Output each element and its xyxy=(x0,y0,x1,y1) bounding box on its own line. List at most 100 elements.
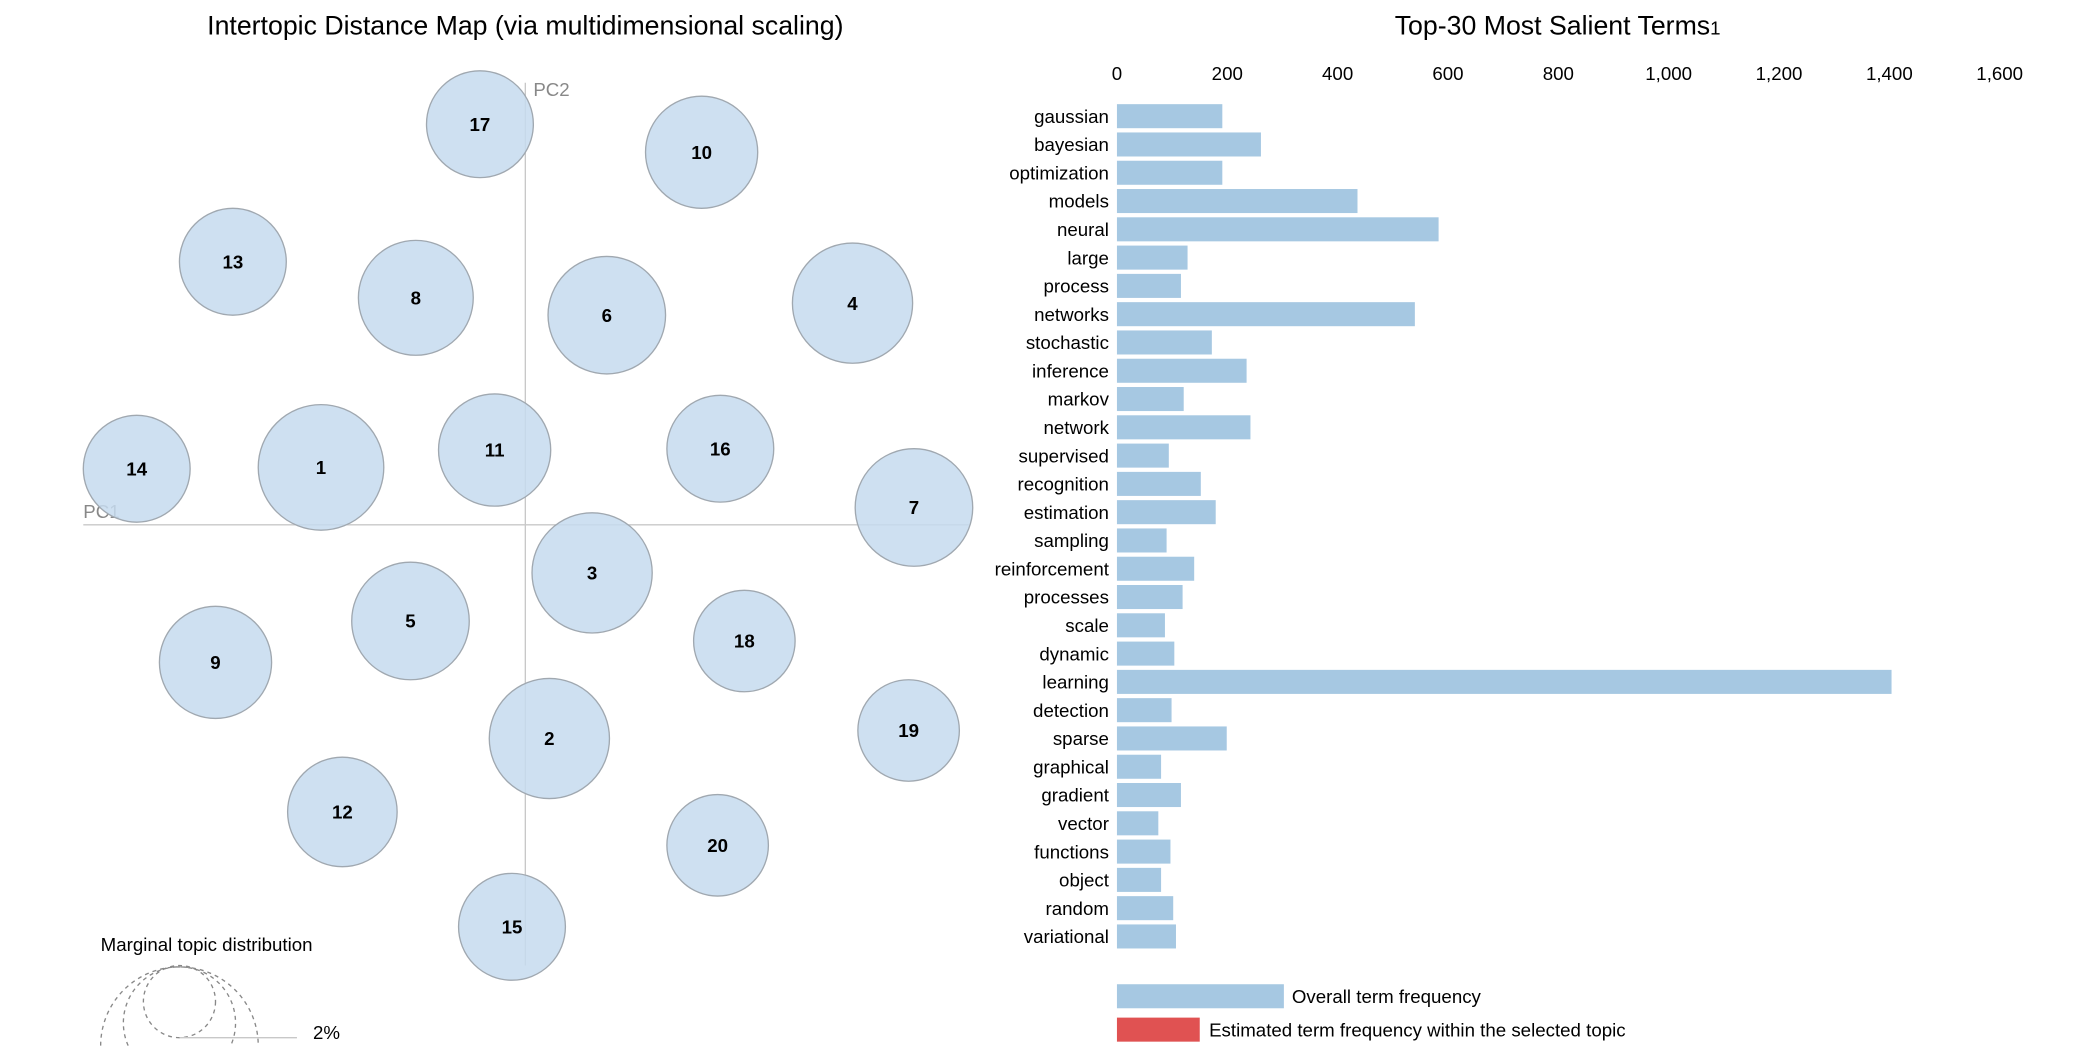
bar-recognition[interactable] xyxy=(1116,471,1201,496)
term-label[interactable]: variational xyxy=(1024,926,1109,947)
topic-9[interactable]: 9 xyxy=(158,605,273,720)
term-label[interactable]: models xyxy=(1049,191,1109,212)
term-label[interactable]: learning xyxy=(1042,672,1109,693)
term-label[interactable]: graphical xyxy=(1033,756,1109,777)
topic-circle[interactable] xyxy=(286,756,398,868)
bar-network[interactable] xyxy=(1116,415,1251,440)
topic-circle[interactable] xyxy=(531,512,653,634)
bar-gradient[interactable] xyxy=(1116,783,1181,808)
term-label[interactable]: vector xyxy=(1058,813,1109,834)
term-label[interactable]: random xyxy=(1046,898,1109,919)
bar-row-learning[interactable]: learning xyxy=(1042,669,1892,694)
term-label[interactable]: large xyxy=(1067,247,1109,268)
topic-16[interactable]: 16 xyxy=(666,394,775,503)
bar-row-recognition[interactable]: recognition xyxy=(1018,471,1201,496)
term-label[interactable]: sampling xyxy=(1034,530,1109,551)
bar-row-reinforcement[interactable]: reinforcement xyxy=(995,556,1195,581)
term-label[interactable]: process xyxy=(1043,276,1108,297)
bar-learning[interactable] xyxy=(1116,669,1892,694)
bar-neural[interactable] xyxy=(1116,217,1439,242)
bar-reinforcement[interactable] xyxy=(1116,556,1195,581)
term-label[interactable]: dynamic xyxy=(1039,643,1109,664)
term-label[interactable]: scale xyxy=(1065,615,1109,636)
topic-19[interactable]: 19 xyxy=(857,679,961,782)
bar-row-neural[interactable]: neural xyxy=(1057,217,1439,242)
bar-row-models[interactable]: models xyxy=(1049,189,1358,214)
topic-3[interactable]: 3 xyxy=(531,512,653,634)
topic-circle[interactable] xyxy=(257,403,385,531)
term-label[interactable]: supervised xyxy=(1019,445,1109,466)
bar-bayesian[interactable] xyxy=(1116,132,1261,157)
topic-17[interactable]: 17 xyxy=(425,70,535,179)
topic-circle[interactable] xyxy=(158,605,273,720)
bar-networks[interactable] xyxy=(1116,302,1415,327)
bar-process[interactable] xyxy=(1116,273,1181,298)
bar-row-inference[interactable]: inference xyxy=(1032,358,1247,383)
topic-11[interactable]: 11 xyxy=(437,393,552,507)
topic-15[interactable]: 15 xyxy=(457,872,567,981)
topic-circle[interactable] xyxy=(666,394,775,503)
bar-row-networks[interactable]: networks xyxy=(1034,302,1415,327)
bar-row-optimization[interactable]: optimization xyxy=(1009,160,1223,185)
term-label[interactable]: networks xyxy=(1034,304,1109,325)
term-label[interactable]: markov xyxy=(1048,389,1110,410)
bar-sparse[interactable] xyxy=(1116,726,1227,751)
term-label[interactable]: processes xyxy=(1024,587,1109,608)
term-label[interactable]: neural xyxy=(1057,219,1109,240)
bar-gaussian[interactable] xyxy=(1116,104,1223,129)
bar-row-large[interactable]: large xyxy=(1067,245,1188,270)
topic-14[interactable]: 14 xyxy=(82,414,191,523)
bar-row-random[interactable]: random xyxy=(1046,896,1174,921)
topic-4[interactable]: 4 xyxy=(791,242,914,364)
bar-row-gradient[interactable]: gradient xyxy=(1041,783,1181,808)
topic-circle[interactable] xyxy=(82,414,191,523)
term-label[interactable]: bayesian xyxy=(1034,134,1109,155)
topic-7[interactable]: 7 xyxy=(854,448,974,567)
topic-circle[interactable] xyxy=(547,255,667,375)
bar-row-stochastic[interactable]: stochastic xyxy=(1026,330,1212,355)
bar-estimation[interactable] xyxy=(1116,500,1216,525)
bar-row-process[interactable]: process xyxy=(1043,273,1181,298)
term-label[interactable]: object xyxy=(1059,870,1110,891)
bar-row-detection[interactable]: detection xyxy=(1033,698,1172,723)
bar-supervised[interactable] xyxy=(1116,443,1169,468)
topic-circle[interactable] xyxy=(644,95,759,209)
bar-markov[interactable] xyxy=(1116,387,1184,412)
topic-circle[interactable] xyxy=(791,242,914,364)
term-label[interactable]: optimization xyxy=(1009,162,1109,183)
bar-row-sparse[interactable]: sparse xyxy=(1053,726,1227,751)
bar-object[interactable] xyxy=(1116,867,1162,892)
topic-6[interactable]: 6 xyxy=(547,255,667,375)
bar-graphical[interactable] xyxy=(1116,754,1162,779)
topic-circle[interactable] xyxy=(437,393,552,507)
term-label[interactable]: inference xyxy=(1032,360,1109,381)
topic-circle[interactable] xyxy=(488,677,611,800)
bar-row-estimation[interactable]: estimation xyxy=(1024,500,1216,525)
topic-5[interactable]: 5 xyxy=(351,561,470,681)
term-label[interactable]: functions xyxy=(1034,841,1109,862)
bar-stochastic[interactable] xyxy=(1116,330,1212,355)
bar-row-scale[interactable]: scale xyxy=(1065,613,1165,638)
topic-circle[interactable] xyxy=(666,793,770,897)
term-label[interactable]: sparse xyxy=(1053,728,1109,749)
bar-inference[interactable] xyxy=(1116,358,1247,383)
bar-models[interactable] xyxy=(1116,189,1358,214)
bar-detection[interactable] xyxy=(1116,698,1172,723)
bar-row-markov[interactable]: markov xyxy=(1048,387,1184,412)
bar-row-graphical[interactable]: graphical xyxy=(1033,754,1162,779)
topic-circle[interactable] xyxy=(692,589,796,693)
topic-circle[interactable] xyxy=(425,70,535,179)
bar-row-network[interactable]: network xyxy=(1043,415,1251,440)
topic-10[interactable]: 10 xyxy=(644,95,759,209)
bar-scale[interactable] xyxy=(1116,613,1165,638)
topic-8[interactable]: 8 xyxy=(357,239,474,356)
term-label[interactable]: reinforcement xyxy=(995,558,1110,579)
bar-large[interactable] xyxy=(1116,245,1188,270)
topic-12[interactable]: 12 xyxy=(286,756,398,868)
topic-circle[interactable] xyxy=(351,561,470,681)
topic-circle[interactable] xyxy=(857,679,961,782)
bar-sampling[interactable] xyxy=(1116,528,1167,553)
bar-row-object[interactable]: object xyxy=(1059,867,1162,892)
term-label[interactable]: gaussian xyxy=(1034,106,1109,127)
bar-row-gaussian[interactable]: gaussian xyxy=(1034,104,1223,129)
